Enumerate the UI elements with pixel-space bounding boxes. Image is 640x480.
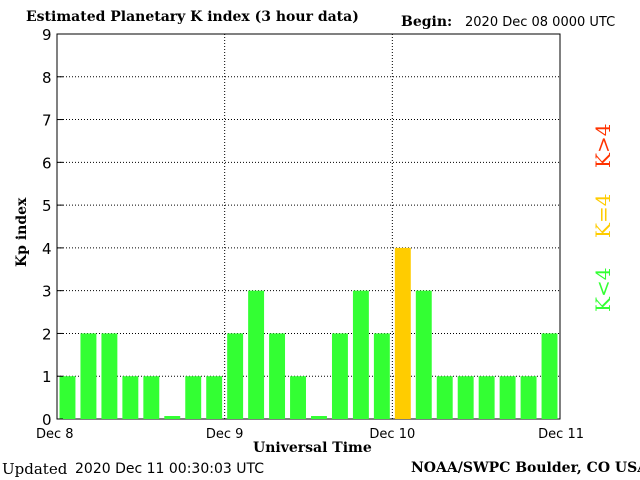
kp-bar — [269, 333, 286, 419]
y-tick-label: 3 — [42, 283, 52, 301]
y-tick-label: 7 — [42, 112, 52, 130]
kp-bar — [122, 376, 139, 419]
updated-label: Updated — [2, 460, 68, 478]
kp-bar — [520, 376, 537, 419]
legend-k-greater-than-4: K>4 — [591, 123, 615, 168]
y-tick-label: 0 — [42, 411, 52, 429]
x-tick-label: Dec 10 — [369, 427, 415, 442]
begin-label: Begin: — [401, 14, 453, 30]
y-tick-label: 2 — [42, 325, 52, 343]
kp-bar — [311, 416, 327, 419]
x-axis-title: Universal Time — [253, 440, 372, 456]
y-tick-label: 9 — [42, 26, 52, 44]
kp-bar — [499, 376, 516, 419]
kp-bar — [248, 290, 265, 419]
y-tick-label: 8 — [42, 69, 52, 87]
kp-bar — [331, 333, 348, 419]
y-tick-label: 5 — [42, 197, 52, 215]
kp-bar — [436, 376, 453, 419]
kp-bar — [227, 333, 244, 419]
kp-bar — [206, 376, 223, 419]
kp-bar — [185, 376, 202, 419]
credit-text: NOAA/SWPC Boulder, CO USA — [411, 460, 640, 476]
kp-bar — [164, 416, 181, 419]
kp-bar — [59, 376, 76, 419]
y-tick-label: 4 — [42, 240, 52, 258]
begin-value: 2020 Dec 08 0000 UTC — [465, 15, 616, 30]
updated-value: 2020 Dec 11 00:30:03 UTC — [75, 461, 264, 477]
kp-bar — [478, 376, 495, 419]
kp-bar — [457, 376, 474, 419]
legend-k-less-than-4: K<4 — [591, 267, 615, 312]
plot-frame — [56, 33, 561, 420]
x-tick-label: Dec 11 — [538, 427, 584, 442]
y-tick-label: 1 — [42, 368, 52, 386]
y-tick-label: 6 — [42, 154, 52, 172]
kp-bar — [394, 247, 411, 419]
kp-bar — [290, 376, 306, 419]
kp-bar — [143, 376, 160, 419]
kp-bar — [80, 333, 97, 419]
kp-bar — [101, 333, 118, 419]
legend-k-equals-4: K=4 — [591, 193, 615, 238]
x-tick-label: Dec 8 — [36, 427, 74, 442]
kp-bar — [352, 290, 369, 419]
kp-bar — [541, 333, 558, 419]
y-axis-title: Kp index — [14, 197, 30, 267]
chart-title: Estimated Planetary K index (3 hour data… — [26, 9, 359, 25]
kp-bar — [373, 333, 390, 419]
kp-bar — [415, 290, 432, 419]
x-tick-label: Dec 9 — [206, 427, 244, 442]
